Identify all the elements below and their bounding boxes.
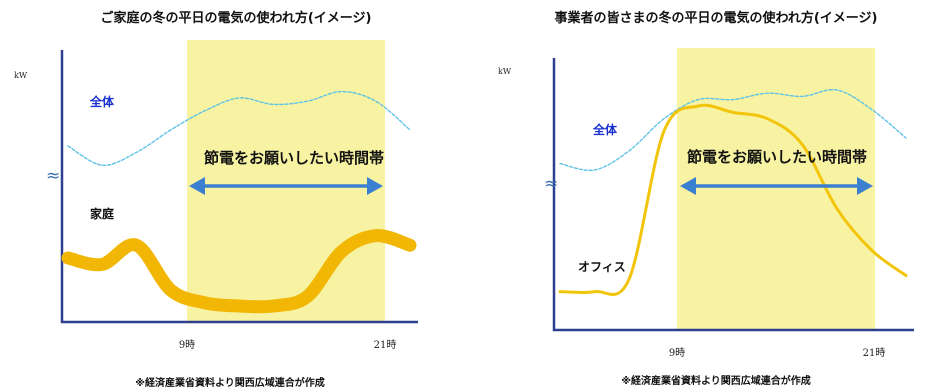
series-line-1 <box>558 103 908 296</box>
series-line-1 <box>61 229 417 314</box>
y-axis-unit: kW <box>14 71 28 80</box>
series-line-0 <box>559 88 907 172</box>
x-tick-label: 21時 <box>863 347 886 359</box>
chart-axes <box>552 58 914 332</box>
household-chart: ご家庭の冬の平日の電気の使われ方(イメージ) kW ≈ 節電をお願いしたい時間帯… <box>14 10 418 389</box>
x-tick-label: 9時 <box>669 347 685 359</box>
highlight-label: 節電をお願いしたい時間帯 <box>204 149 384 167</box>
series-label-total: 全体 <box>592 122 618 137</box>
arrow-head-left <box>189 177 205 195</box>
source-note: ※経済産業省資料より関西広域連合が作成 <box>621 374 811 387</box>
business-chart: 事業者の皆さまの冬の平日の電気の使われ方(イメージ) kW ≈ 節電をお願いした… <box>498 10 914 387</box>
axis-break-mark: ≈ <box>46 166 60 186</box>
chart-title: 事業者の皆さまの冬の平日の電気の使われ方(イメージ) <box>555 10 878 26</box>
arrow-head-right <box>857 177 873 195</box>
axis-break-mark: ≈ <box>544 174 558 194</box>
series-label-total: 全体 <box>89 94 115 109</box>
x-tick-label: 21時 <box>374 339 397 351</box>
chart-title: ご家庭の冬の平日の電気の使われ方(イメージ) <box>101 10 372 26</box>
range-arrow <box>189 177 383 195</box>
series-lines <box>61 90 417 314</box>
series-lines <box>558 88 908 296</box>
highlight-band <box>677 48 875 330</box>
chart-axes <box>60 50 418 324</box>
series-label-office: オフィス <box>578 260 626 274</box>
x-tick-label: 9時 <box>179 339 195 351</box>
arrow-head-right <box>367 177 383 195</box>
highlight-band <box>187 40 385 322</box>
series-line-0 <box>67 90 411 166</box>
source-note: ※経済産業省資料より関西広域連合が作成 <box>135 376 325 389</box>
range-arrow <box>680 177 873 195</box>
highlight-label: 節電をお願いしたい時間帯 <box>687 148 867 166</box>
y-axis-unit: kW <box>498 67 512 76</box>
series-label-household: 家庭 <box>90 206 114 221</box>
arrow-head-left <box>680 177 696 195</box>
